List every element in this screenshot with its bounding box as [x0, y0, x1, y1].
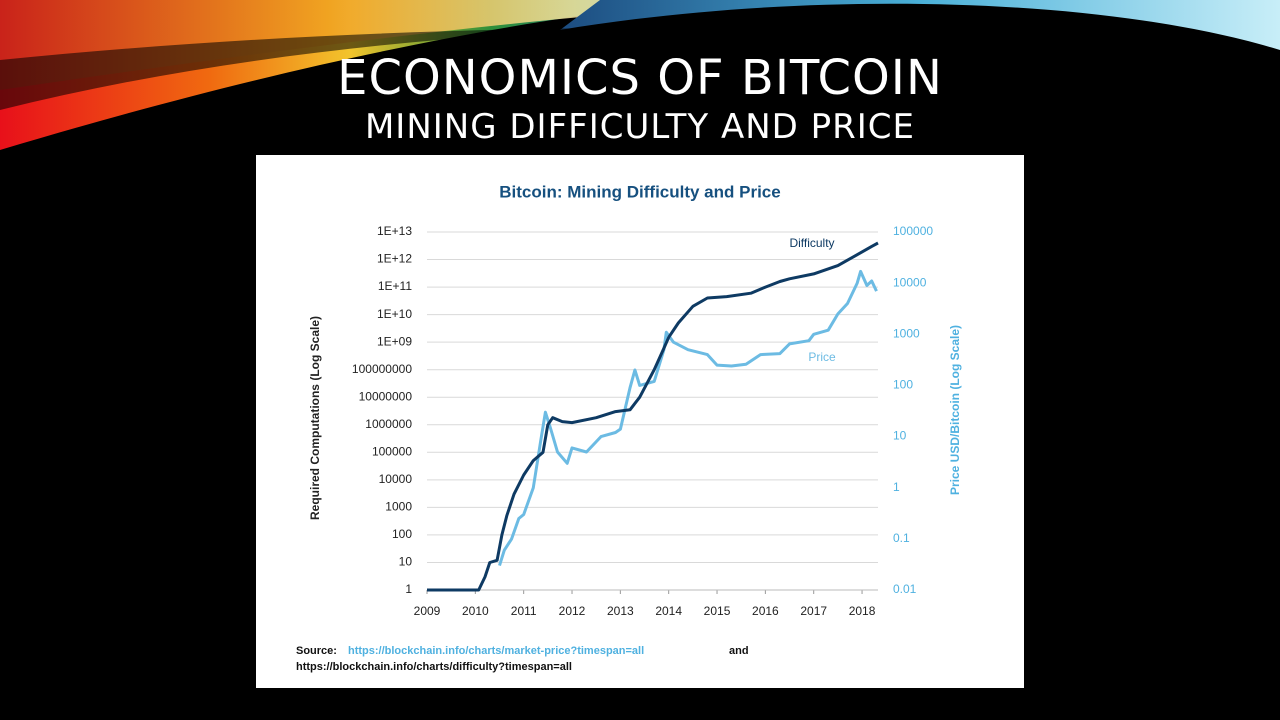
- y-tick-label: 10: [399, 555, 413, 569]
- x-tick-label: 2018: [849, 604, 876, 618]
- series-label: Price: [808, 350, 836, 364]
- source-link[interactable]: https://blockchain.info/charts/difficult…: [296, 661, 572, 673]
- y-tick-label: 1E+09: [377, 334, 412, 348]
- y2-tick-label: 100000: [893, 224, 933, 238]
- y2-tick-label: 0.1: [893, 531, 910, 545]
- x-tick-label: 2014: [655, 604, 682, 618]
- x-tick-label: 2009: [414, 604, 441, 618]
- y-tick-label: 1E+10: [377, 307, 412, 321]
- y2-tick-label: 10000: [893, 275, 927, 289]
- y2-tick-label: 1000: [893, 326, 920, 340]
- y-tick-label: 1: [405, 582, 412, 596]
- x-tick-label: 2011: [511, 604, 537, 618]
- y-tick-label: 1E+12: [377, 252, 412, 266]
- y-tick-label: 10000: [379, 472, 413, 486]
- chart: Bitcoin: Mining Difficulty and Price Req…: [296, 182, 962, 672]
- x-tick-label: 2015: [704, 604, 731, 618]
- y2-tick-label: 1: [893, 480, 900, 494]
- x-tick-label: 2016: [752, 604, 779, 618]
- x-tick-label: 2013: [607, 604, 634, 618]
- chart-title: Bitcoin: Mining Difficulty and Price: [499, 182, 780, 201]
- y-axis-label: Required Computations (Log Scale): [308, 316, 322, 520]
- x-tick-label: 2010: [462, 604, 489, 618]
- y2-tick-label: 10: [893, 429, 907, 443]
- source-connector: and: [729, 645, 749, 657]
- y-tick-label: 1000000: [365, 417, 412, 431]
- source-link[interactable]: https://blockchain.info/charts/market-pr…: [348, 645, 644, 657]
- y-tick-label: 10000000: [359, 389, 413, 403]
- y-tick-label: 1000: [385, 500, 412, 514]
- x-tick-label: 2012: [559, 604, 586, 618]
- swoosh: [0, 0, 820, 90]
- y-tick-label: 100: [392, 527, 412, 541]
- y-tick-label: 1E+13: [377, 224, 412, 238]
- swoosh: [0, 28, 600, 110]
- swoosh: [560, 0, 1280, 50]
- y2-tick-label: 100: [893, 378, 913, 392]
- y-tick-label: 100000: [372, 444, 412, 458]
- y-tick-label: 100000000: [352, 362, 412, 376]
- y2-axis-label: Price USD/Bitcoin (Log Scale): [948, 325, 962, 495]
- y-tick-label: 1E+11: [378, 279, 412, 293]
- chart-panel: [256, 155, 1024, 688]
- series-line: [427, 241, 879, 592]
- series-label: Difficulty: [789, 236, 834, 250]
- slide-subtitle: MINING DIFFICULTY AND PRICE: [365, 107, 915, 147]
- slide-title: ECONOMICS OF BITCOIN: [337, 50, 943, 106]
- y2-tick-label: 0.01: [893, 582, 917, 596]
- source-prefix: Source:: [296, 645, 337, 657]
- x-tick-label: 2017: [800, 604, 827, 618]
